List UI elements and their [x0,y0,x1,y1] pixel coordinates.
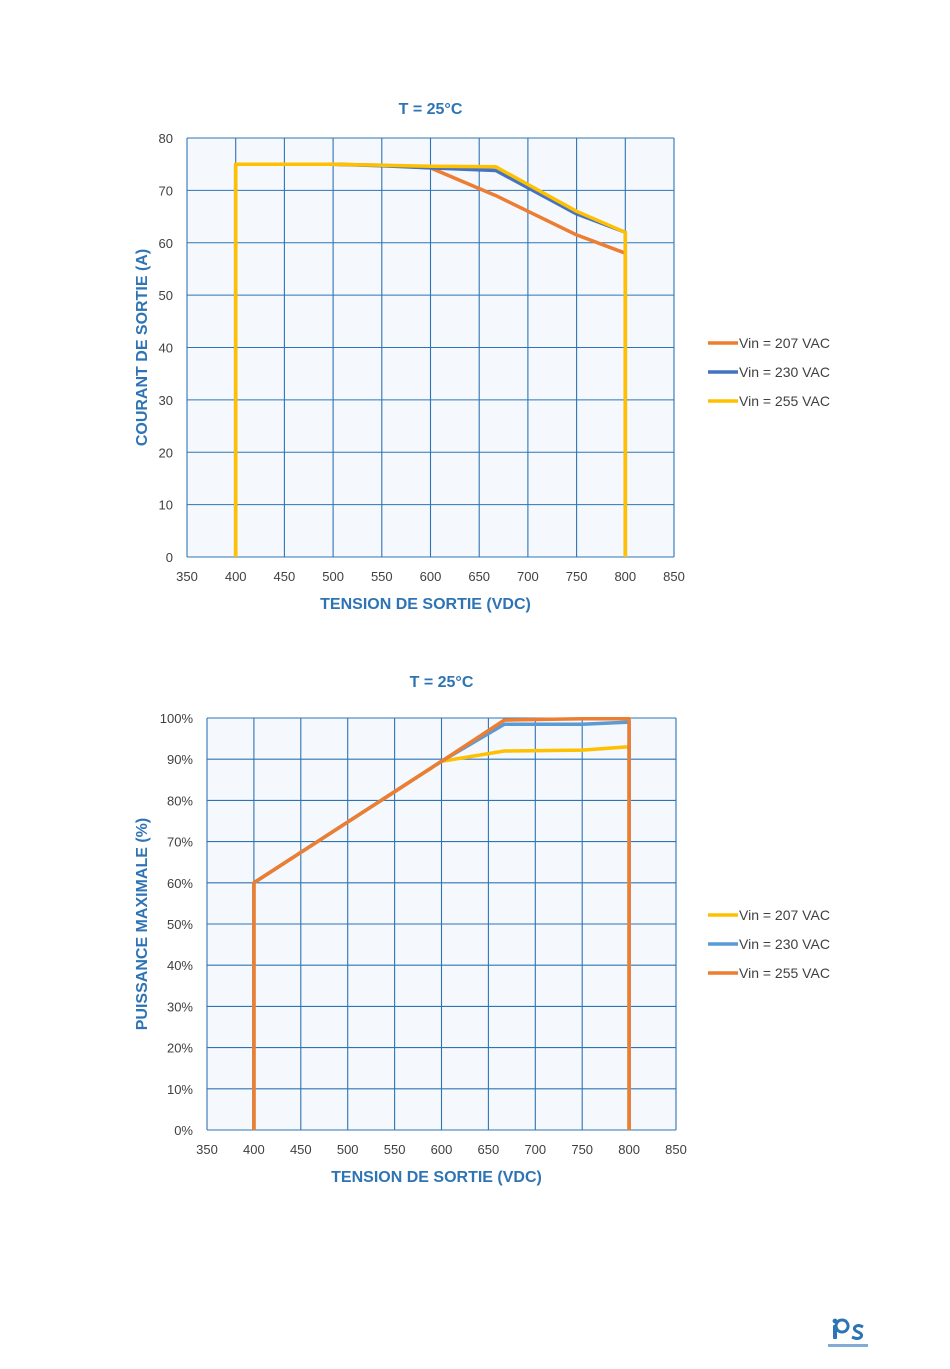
chart1-y-tick-label: 20 [159,445,173,460]
chart1-x-tick-label: 650 [468,569,490,584]
chart1-legend-label-2: Vin = 230 VAC [739,364,830,380]
chart1-y-tick-label: 70 [159,183,173,198]
chart2-title: T = 25°C [410,674,474,691]
chart2-y-tick-label: 0% [174,1123,193,1138]
chart1-y-tick-label: 40 [159,341,173,356]
chart1-x-tick-label: 500 [322,569,344,584]
chart1-x-tick-label: 550 [371,569,393,584]
chart2-x-tick-label: 550 [384,1142,406,1157]
chart2-legend-label-1: Vin = 207 VAC [739,907,830,923]
chart1-x-tick-label: 600 [420,569,442,584]
chart1-x-tick-label: 350 [176,569,198,584]
chart1-x-tick-label: 700 [517,569,539,584]
chart2-x-tick-label: 400 [243,1142,265,1157]
chart1-x-tick-label: 400 [225,569,247,584]
chart2-legend-label-2: Vin = 230 VAC [739,936,830,952]
chart2-series-line-3 [252,717,631,1130]
chart1-x-axis-title: TENSION DE SORTIE (VDC) [320,596,531,613]
chart1-y-tick-label: 80 [159,131,173,146]
chart1-y-tick-label: 30 [159,393,173,408]
chart2-y-tick-label: 50% [167,917,193,932]
chart1-x-tick-label: 850 [663,569,685,584]
chart1-y-tick-label: 0 [166,550,173,565]
chart2-x-tick-label: 800 [618,1142,640,1157]
chart2-y-tick-label: 70% [167,835,193,850]
chart2-x-tick-label: 600 [431,1142,453,1157]
chart2-x-axis-title: TENSION DE SORTIE (VDC) [331,1169,542,1186]
chart2-x-tick-label: 750 [571,1142,593,1157]
chart1-y-tick-label: 10 [159,498,173,513]
chart2-y-tick-label: 30% [167,999,193,1014]
chart1-x-tick-label: 450 [274,569,296,584]
chart2-x-tick-label: 500 [337,1142,359,1157]
chart1-y-tick-label: 50 [159,288,173,303]
chart2-x-tick-label: 350 [196,1142,218,1157]
chart2-legend-label-3: Vin = 255 VAC [739,965,830,981]
chart1-x-tick-label: 800 [614,569,636,584]
chart2-y-axis-title: PUISSANCE MAXIMALE (%) [134,818,151,1030]
chart1-legend-label-1: Vin = 207 VAC [739,335,830,351]
chart2-y-tick-label: 10% [167,1082,193,1097]
chart2-y-tick-label: 90% [167,752,193,767]
chart1-series-line-3 [233,162,628,557]
chart2-y-tick-label: 40% [167,958,193,973]
chart2-x-tick-label: 700 [524,1142,546,1157]
chart1-y-axis-title: COURANT DE SORTIE (A) [134,249,151,446]
chart2-x-tick-label: 450 [290,1142,312,1157]
chart2-y-tick-label: 100% [160,711,194,726]
chart1-x-tick-label: 750 [566,569,588,584]
chart2-x-tick-label: 850 [665,1142,687,1157]
chart1-y-tick-label: 60 [159,236,173,251]
chart2-y-tick-label: 60% [167,876,193,891]
chart2-y-tick-label: 20% [167,1041,193,1056]
chart1-legend-label-3: Vin = 255 VAC [739,393,830,409]
chart2-y-tick-label: 80% [167,793,193,808]
ies-logo-icon [828,1318,868,1347]
chart1-title: T = 25°C [399,101,463,118]
chart2-x-tick-label: 650 [478,1142,500,1157]
